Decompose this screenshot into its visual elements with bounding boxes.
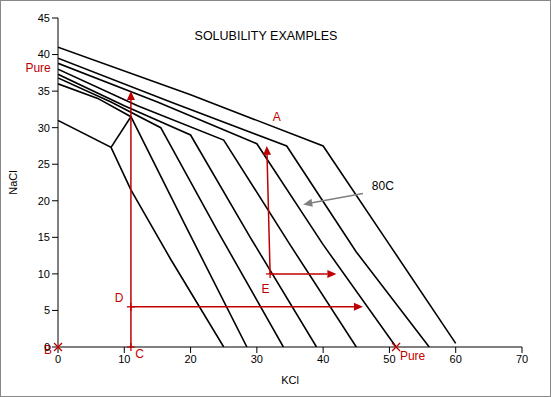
svg-text:40: 40 xyxy=(38,48,50,60)
svg-text:20: 20 xyxy=(184,353,196,365)
svg-text:A: A xyxy=(273,110,281,124)
svg-text:80C: 80C xyxy=(372,179,394,193)
svg-text:5: 5 xyxy=(44,304,50,316)
svg-text:30: 30 xyxy=(251,353,263,365)
svg-text:50: 50 xyxy=(383,353,395,365)
svg-text:25: 25 xyxy=(38,158,50,170)
html-text:SOLUBILITY EXAMPLES: SOLUBILITY EXAMPLES xyxy=(194,29,338,43)
svg-text:40: 40 xyxy=(317,353,329,365)
svg-text:45: 45 xyxy=(38,12,50,24)
svg-text:20: 20 xyxy=(38,195,50,207)
svg-text:10: 10 xyxy=(118,353,130,365)
svg-text:0: 0 xyxy=(44,341,50,353)
svg-text:E: E xyxy=(261,282,269,296)
svg-text:KCl: KCl xyxy=(281,374,299,386)
svg-text:70: 70 xyxy=(516,353,528,365)
svg-text:15: 15 xyxy=(38,231,50,243)
svg-text:35: 35 xyxy=(38,85,50,97)
svg-text:30: 30 xyxy=(38,122,50,134)
svg-text:Pure: Pure xyxy=(25,61,51,75)
svg-text:60: 60 xyxy=(450,353,462,365)
svg-text:C: C xyxy=(135,347,144,361)
svg-text:D: D xyxy=(115,291,124,305)
svg-text:0: 0 xyxy=(55,353,61,365)
svg-text:Pure: Pure xyxy=(400,349,426,363)
svg-text:10: 10 xyxy=(38,268,50,280)
svg-text:NaCl: NaCl xyxy=(8,170,19,194)
